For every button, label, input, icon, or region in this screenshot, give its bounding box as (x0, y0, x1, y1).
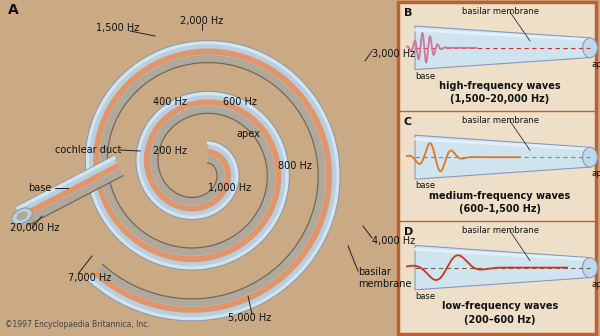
Polygon shape (415, 135, 590, 179)
Text: 600 Hz: 600 Hz (223, 97, 257, 107)
Ellipse shape (16, 212, 28, 220)
Text: 800 Hz: 800 Hz (278, 161, 312, 171)
Polygon shape (415, 245, 590, 290)
Text: base: base (415, 292, 435, 301)
Text: apex: apex (592, 280, 600, 289)
Polygon shape (93, 49, 332, 313)
Polygon shape (17, 156, 123, 226)
Text: 7,000 Hz: 7,000 Hz (68, 273, 111, 283)
Text: B: B (404, 8, 412, 18)
Polygon shape (415, 26, 590, 70)
Text: basilar membrane: basilar membrane (461, 226, 539, 235)
Polygon shape (20, 163, 119, 219)
Text: high-frequency waves: high-frequency waves (439, 81, 561, 91)
Text: 1,000 Hz: 1,000 Hz (208, 183, 251, 193)
Text: apex: apex (592, 59, 600, 69)
Text: D: D (404, 227, 413, 237)
Polygon shape (23, 169, 123, 226)
Text: base: base (415, 181, 435, 190)
Text: C: C (404, 117, 412, 127)
Ellipse shape (583, 38, 598, 57)
Text: 200 Hz: 200 Hz (153, 146, 187, 156)
Text: (1,500–20,000 Hz): (1,500–20,000 Hz) (451, 94, 550, 104)
Text: (200–600 Hz): (200–600 Hz) (464, 315, 536, 325)
Text: 20,000 Hz: 20,000 Hz (10, 223, 59, 233)
Text: 5,000 Hz: 5,000 Hz (229, 313, 272, 323)
Text: basilar
membrane: basilar membrane (358, 267, 412, 289)
Text: 2,000 Hz: 2,000 Hz (181, 16, 224, 26)
Ellipse shape (583, 147, 598, 167)
Text: (600–1,500 Hz): (600–1,500 Hz) (459, 204, 541, 214)
Text: low-frequency waves: low-frequency waves (442, 301, 558, 311)
Polygon shape (98, 55, 326, 306)
Text: apex: apex (592, 169, 600, 178)
Text: base: base (28, 183, 52, 193)
Bar (398, 2, 596, 334)
Text: base: base (415, 72, 435, 81)
Text: ©1997 Encyclopaedia Britannica, Inc.: ©1997 Encyclopaedia Britannica, Inc. (5, 320, 150, 329)
Text: basilar membrane: basilar membrane (461, 7, 539, 16)
Text: 3,000 Hz: 3,000 Hz (372, 49, 415, 59)
Text: cochlear duct: cochlear duct (55, 145, 121, 155)
Text: A: A (8, 3, 19, 17)
Text: 400 Hz: 400 Hz (153, 97, 187, 107)
Text: 1,500 Hz: 1,500 Hz (97, 23, 140, 33)
Text: basilar membrane: basilar membrane (461, 116, 539, 125)
Text: apex: apex (236, 129, 260, 139)
Text: medium-frequency waves: medium-frequency waves (430, 191, 571, 201)
Ellipse shape (12, 208, 32, 224)
Polygon shape (85, 41, 340, 321)
Text: 4,000 Hz: 4,000 Hz (372, 236, 415, 246)
Ellipse shape (583, 258, 598, 278)
